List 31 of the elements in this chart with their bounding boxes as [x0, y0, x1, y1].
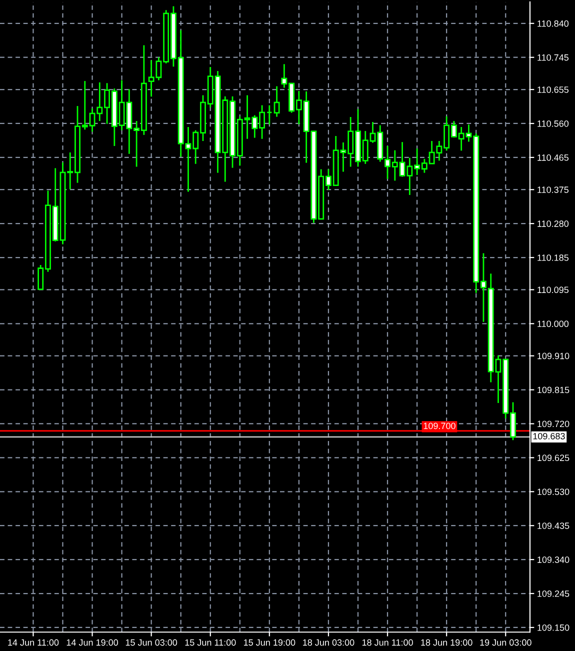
y-tick-label: 109.720 [538, 420, 570, 428]
x-tick-label: 15 Jun 03:00 [126, 639, 178, 646]
y-tick-label: 109.910 [538, 352, 570, 360]
y-tick-label: 110.655 [538, 86, 569, 93]
y-tick-label: 110.745 [538, 54, 569, 61]
ref-line-label: 109.700 [424, 422, 456, 430]
x-tick-label: 14 Jun 19:00 [66, 639, 118, 646]
y-tick-label: 109.815 [538, 386, 570, 394]
x-tick-label: 18 Jun 11:00 [362, 639, 413, 646]
y-tick-label: 110.465 [538, 154, 569, 161]
y-tick-label: 110.840 [538, 20, 569, 27]
ref-line-label: 109.683 [533, 432, 565, 440]
y-tick-label: 110.560 [538, 120, 569, 127]
y-tick-label: 109.530 [538, 488, 570, 496]
y-tick-label: 109.340 [538, 556, 570, 563]
y-tick-label: 109.245 [538, 590, 570, 597]
x-tick-label: 18 Jun 03:00 [303, 639, 354, 646]
x-tick-label: 15 Jun 19:00 [244, 639, 296, 646]
y-tick-label: 110.185 [538, 254, 569, 261]
y-tick-label: 109.625 [538, 454, 570, 462]
candlestick [266, 104, 272, 126]
y-tick-label: 109.150 [538, 624, 570, 631]
y-tick-label: 110.095 [538, 286, 569, 294]
x-tick-label: 15 Jun 11:00 [185, 639, 236, 646]
y-tick-label: 110.375 [538, 186, 569, 193]
y-tick-label: 109.435 [538, 522, 570, 529]
y-tick-label: 110.280 [538, 220, 569, 227]
x-tick-label: 18 Jun 19:00 [421, 639, 472, 646]
x-tick-label: 19 Jun 03:00 [480, 639, 532, 646]
y-tick-label: 110.000 [538, 320, 569, 328]
x-tick-label: 14 Jun 11:00 [8, 639, 59, 646]
